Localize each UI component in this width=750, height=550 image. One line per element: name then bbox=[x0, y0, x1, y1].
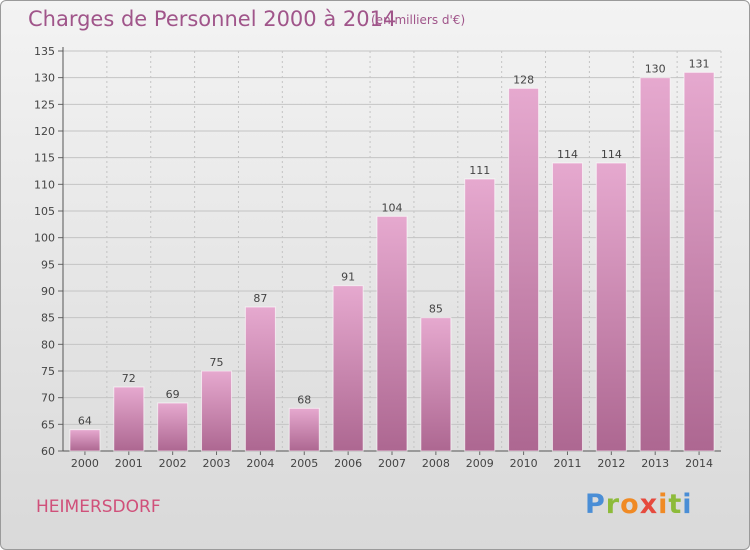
proxiti-logo[interactable]: Proxiti bbox=[585, 489, 693, 520]
y-tick-label: 70 bbox=[41, 392, 55, 405]
data-label: 68 bbox=[297, 393, 311, 406]
x-tick-label: 2010 bbox=[510, 457, 538, 470]
x-tick-label: 2009 bbox=[466, 457, 494, 470]
data-label: 69 bbox=[166, 388, 180, 401]
bar-2013 bbox=[639, 77, 671, 452]
bar-2000 bbox=[69, 429, 101, 452]
y-tick-label: 120 bbox=[34, 125, 55, 138]
bar-2012 bbox=[595, 162, 627, 452]
y-tick-label: 95 bbox=[41, 258, 55, 271]
chart-subtitle: (en milliers d'€) bbox=[371, 13, 466, 27]
data-label: 87 bbox=[253, 292, 267, 305]
label-layer: 64 2000 72 2001 69 2002 75 2003 87 2004 68 2005 91 20… bbox=[71, 57, 713, 470]
y-tick-label: 75 bbox=[41, 365, 55, 378]
bar-2011 bbox=[551, 162, 583, 452]
bar-2007 bbox=[376, 215, 408, 452]
data-label: 85 bbox=[429, 303, 443, 316]
y-tick-label: 90 bbox=[41, 285, 55, 298]
bar-2014 bbox=[683, 71, 715, 452]
x-tick-label: 2013 bbox=[641, 457, 669, 470]
y-tick-label: 100 bbox=[34, 232, 55, 245]
data-label: 64 bbox=[78, 415, 92, 428]
x-tick-label: 2014 bbox=[685, 457, 713, 470]
x-tick-label: 2002 bbox=[159, 457, 187, 470]
data-label: 130 bbox=[645, 63, 666, 76]
bar-2003 bbox=[201, 370, 233, 452]
chart-title: Charges de Personnel 2000 à 2014 bbox=[28, 7, 397, 31]
bar-layer bbox=[69, 71, 715, 452]
x-tick-label: 2003 bbox=[203, 457, 231, 470]
y-tick-label: 110 bbox=[34, 178, 55, 191]
bar-2008 bbox=[420, 317, 452, 452]
bar-2001 bbox=[113, 386, 145, 452]
bar-2002 bbox=[157, 402, 189, 452]
x-tick-label: 2007 bbox=[378, 457, 406, 470]
y-tick-label: 135 bbox=[34, 45, 55, 58]
x-tick-label: 2008 bbox=[422, 457, 450, 470]
y-tick-label: 125 bbox=[34, 98, 55, 111]
y-tick-label: 65 bbox=[41, 418, 55, 431]
data-label: 111 bbox=[469, 164, 490, 177]
x-tick-label: 2000 bbox=[71, 457, 99, 470]
x-tick-label: 2011 bbox=[553, 457, 581, 470]
data-label: 114 bbox=[601, 148, 622, 161]
y-tick-label: 85 bbox=[41, 312, 55, 325]
x-tick-label: 2012 bbox=[597, 457, 625, 470]
x-tick-label: 2001 bbox=[115, 457, 143, 470]
y-tick-label: 60 bbox=[41, 445, 55, 458]
data-label: 75 bbox=[210, 356, 224, 369]
x-tick-label: 2006 bbox=[334, 457, 362, 470]
bar-2005 bbox=[288, 407, 320, 452]
data-label: 72 bbox=[122, 372, 136, 385]
y-tick-label: 115 bbox=[34, 152, 55, 165]
axis-layer: 60 65 70 75 80 85 90 95 100 105 110 115 120 125 130 135 bbox=[34, 45, 721, 458]
data-label: 104 bbox=[382, 201, 403, 214]
bar-2009 bbox=[464, 178, 496, 452]
x-tick-label: 2005 bbox=[290, 457, 318, 470]
y-tick-label: 105 bbox=[34, 205, 55, 218]
data-label: 91 bbox=[341, 271, 355, 284]
commune-name: HEIMERSDORF bbox=[36, 497, 161, 517]
data-label: 114 bbox=[557, 148, 578, 161]
data-label: 131 bbox=[689, 57, 710, 70]
bar-2006 bbox=[332, 285, 364, 452]
data-label: 128 bbox=[513, 73, 534, 86]
y-tick-label: 80 bbox=[41, 338, 55, 351]
x-tick-label: 2004 bbox=[246, 457, 274, 470]
bar-2004 bbox=[244, 306, 276, 452]
bar-2010 bbox=[508, 87, 540, 452]
y-tick-label: 130 bbox=[34, 72, 55, 85]
